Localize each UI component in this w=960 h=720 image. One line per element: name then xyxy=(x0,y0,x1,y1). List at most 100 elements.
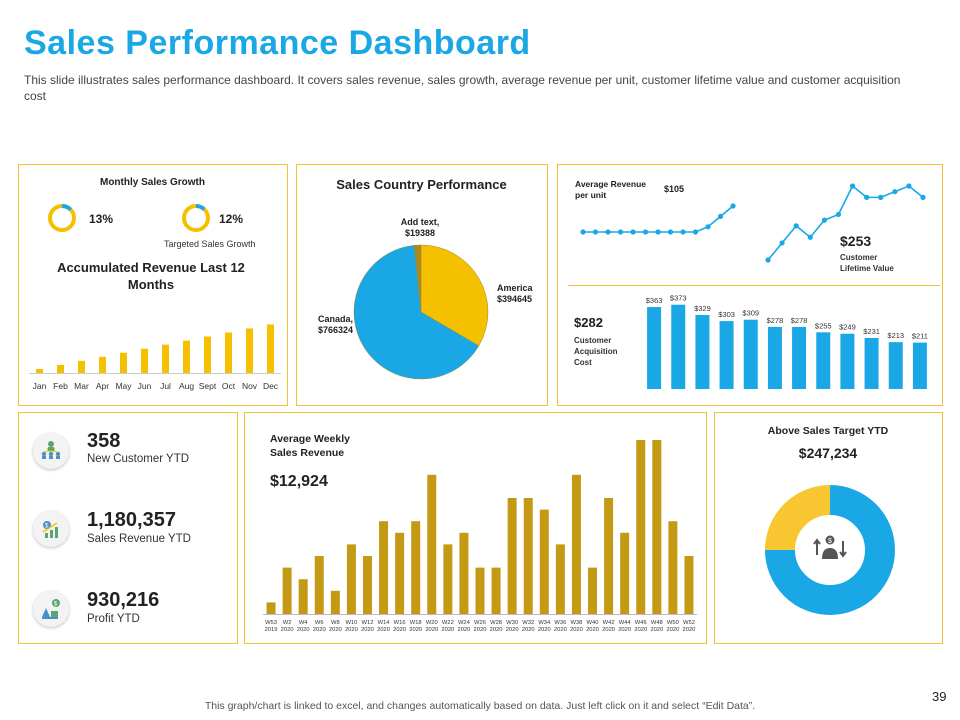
acc-bar xyxy=(99,356,106,373)
svg-text:$: $ xyxy=(54,602,58,608)
weekly-bar xyxy=(362,556,372,614)
kpi-label-2: Sales Revenue YTD xyxy=(87,533,191,545)
arpu-value: $105 xyxy=(664,184,685,194)
weekly-tick-week: W38 xyxy=(570,620,582,626)
arpu-point xyxy=(580,229,586,235)
clv-point xyxy=(765,257,771,263)
weekly-tick-year: 2020 xyxy=(377,627,390,633)
arpu-point xyxy=(717,213,724,219)
weekly-tick-week: W18 xyxy=(410,620,422,626)
monthly-growth-panel: Monthly Sales Growth 13% 12% Targeted Sa… xyxy=(18,164,288,406)
monthly-growth-title: Monthly Sales Growth xyxy=(99,177,205,188)
clv-label: Customer Lifetime Value xyxy=(840,253,894,273)
kpi-icon-circle-3: $ xyxy=(33,591,69,627)
arpu-point xyxy=(630,229,636,235)
growth-ring-actual-arc xyxy=(61,204,73,212)
weekly-tick-year: 2020 xyxy=(570,627,583,633)
weekly-tick-week: W2 xyxy=(283,620,292,626)
clv-point xyxy=(849,183,856,189)
weekly-tick-year: 2020 xyxy=(506,627,519,633)
clv-value: $253 xyxy=(840,233,872,249)
acc-bar xyxy=(204,336,211,373)
footer-note: This graph/chart is linked to excel, and… xyxy=(204,700,756,712)
weekly-tick-week: W48 xyxy=(651,620,663,626)
weekly-bar xyxy=(346,544,356,614)
weekly-title-line2: Sales Revenue xyxy=(270,447,345,459)
cac-bar xyxy=(719,321,734,389)
growth-actual-value: 13% xyxy=(89,212,114,226)
acc-bar xyxy=(57,364,64,373)
kpi-label-3: Profit YTD xyxy=(87,613,140,625)
weekly-value: $12,924 xyxy=(270,473,328,490)
acc-bar xyxy=(225,332,232,373)
revenue-metrics-panel: Average Revenue per unit $105 $253 Custo… xyxy=(557,164,943,406)
weekly-tick-week: W14 xyxy=(378,620,391,626)
weekly-tick-year: 2020 xyxy=(345,627,358,633)
pie-label: America xyxy=(497,283,534,293)
weekly-tick-year: 2020 xyxy=(393,627,406,633)
weekly-bar xyxy=(443,544,453,614)
arpu-point xyxy=(655,229,661,235)
cac-bar xyxy=(816,332,831,389)
acc-tick-label: Aug xyxy=(179,381,194,391)
acc-tick-label: Feb xyxy=(53,381,68,391)
cac-bar xyxy=(912,342,927,389)
weekly-tick-week: W28 xyxy=(490,620,502,626)
acc-tick-label: Mar xyxy=(74,381,89,391)
weekly-bar xyxy=(668,521,678,614)
weekly-bar xyxy=(395,532,405,614)
weekly-bar xyxy=(523,498,533,614)
weekly-bar xyxy=(475,567,485,614)
growth-target-value: 12% xyxy=(219,212,244,226)
weekly-title-line1: Average Weekly xyxy=(270,433,350,445)
sales-target-panel: Above Sales Target YTD $247,234 $ xyxy=(714,412,943,644)
acc-bar xyxy=(183,340,190,373)
money-bag-icon: $ xyxy=(42,599,60,619)
page-number: 39 xyxy=(932,689,947,704)
acc-bar xyxy=(162,344,169,373)
acc-tick-label: Jun xyxy=(138,381,152,391)
weekly-bar xyxy=(620,532,630,614)
arpu-line xyxy=(583,205,734,233)
weekly-tick-year: 2020 xyxy=(602,627,615,633)
weekly-bar xyxy=(298,579,308,614)
clv-point xyxy=(892,189,898,195)
page-subtitle: This slide illustrates sales performance… xyxy=(24,73,901,103)
page-title: Sales Performance Dashboard xyxy=(24,24,531,62)
cac-data-label: $278 xyxy=(767,316,784,325)
cac-data-label: $213 xyxy=(887,331,904,340)
cac-data-label: $211 xyxy=(912,332,928,341)
clv-point xyxy=(864,194,870,200)
cac-data-label: $373 xyxy=(670,294,687,303)
weekly-bar xyxy=(427,474,437,614)
weekly-tick-week: W52 xyxy=(683,620,695,626)
cac-data-label: $231 xyxy=(863,327,880,336)
weekly-tick-year: 2020 xyxy=(281,627,294,633)
pie-slice-canada xyxy=(353,245,480,380)
pie-value-label: $19388 xyxy=(405,228,435,238)
target-value: $247,234 xyxy=(798,445,858,461)
weekly-tick-year: 2020 xyxy=(425,627,438,633)
weekly-tick-year: 2020 xyxy=(313,627,326,633)
weekly-tick-week: W53 xyxy=(265,620,277,626)
weekly-bar xyxy=(282,567,292,614)
acc-tick-label: Sept xyxy=(199,381,217,391)
weekly-tick-week: W34 xyxy=(538,620,551,626)
growth-target-label: Targeted Sales Growth xyxy=(164,239,256,249)
weekly-revenue-panel: Average Weekly Sales Revenue $12,924 W53… xyxy=(244,412,707,644)
donut-slice-remaining xyxy=(765,485,831,551)
weekly-tick-week: W36 xyxy=(554,620,566,626)
cac-bar-chart: $363 $373 $329 $303 $309 $278 $278 $255 $249 $231… xyxy=(646,294,928,389)
weekly-bar xyxy=(491,567,501,614)
weekly-tick-week: W32 xyxy=(522,620,534,626)
kpi-value-3: 930,216 xyxy=(87,589,160,611)
weekly-tick-week: W42 xyxy=(603,620,615,626)
cac-data-label: $303 xyxy=(718,310,735,319)
weekly-bar xyxy=(636,440,646,614)
pie-slice-america xyxy=(420,244,489,347)
cac-bar xyxy=(671,304,686,389)
weekly-tick-year: 2020 xyxy=(683,627,696,633)
arpu-point xyxy=(617,229,624,235)
cac-bar xyxy=(888,342,903,389)
cac-bar xyxy=(695,315,710,389)
